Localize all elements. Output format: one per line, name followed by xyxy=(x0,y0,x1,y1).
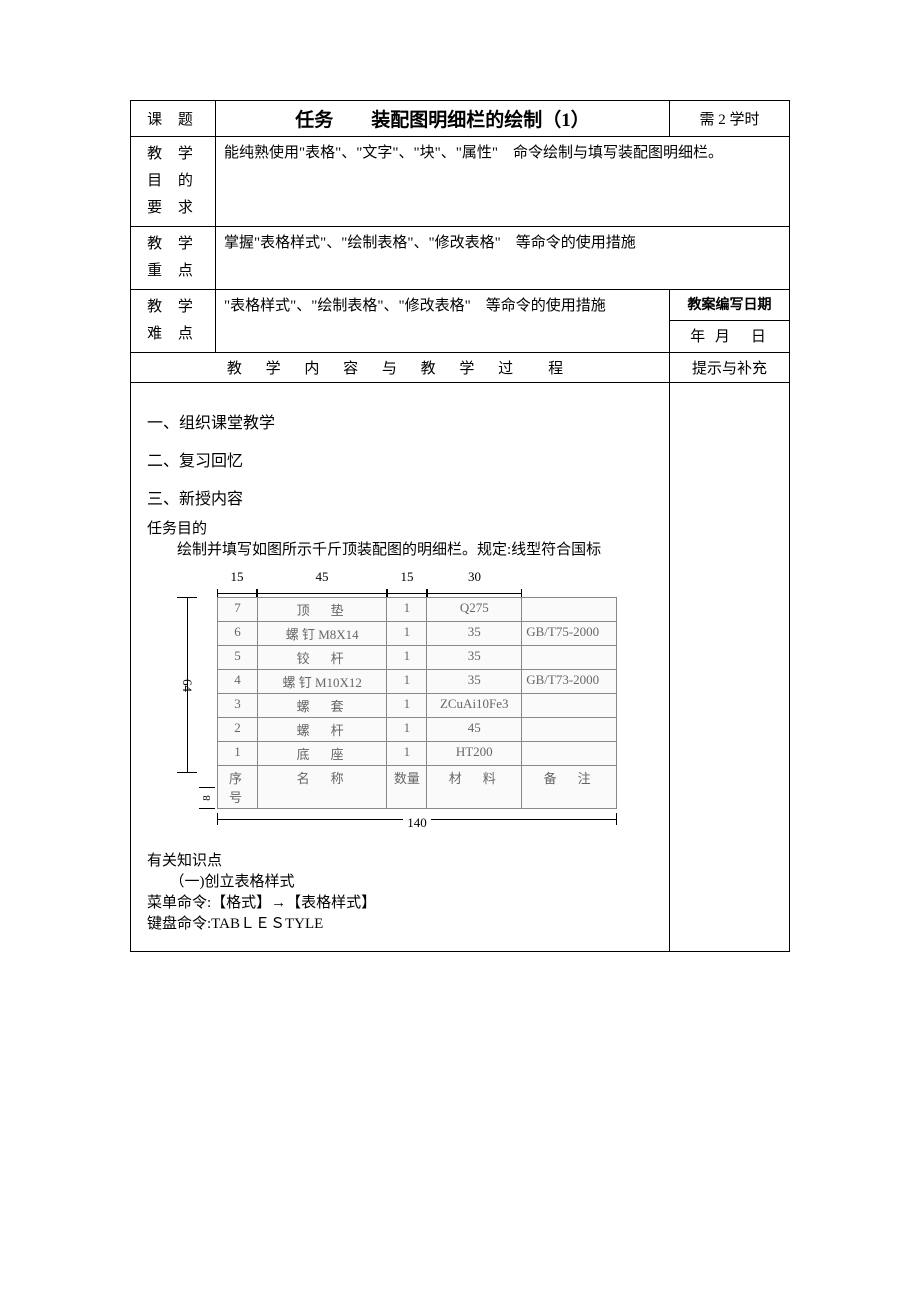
difficulty-label: 教 学 难 点 xyxy=(131,290,216,353)
objective-text: 能纯熟使用"表格"、"文字"、"块"、"属性" 命令绘制与填写装配图明细栏。 xyxy=(216,137,790,227)
section-1: 一、组织课堂教学 xyxy=(147,409,653,433)
table-row: 4螺 钉 M10X12135GB/T73-2000 xyxy=(218,670,617,694)
plan-date-value: 年 月 日 xyxy=(670,320,790,352)
knowledge-point-title: 有关知识点 xyxy=(147,849,653,870)
bottom-dimension: 140 xyxy=(217,809,617,829)
tips-header: 提示与补充 xyxy=(670,353,790,383)
lesson-plan-table: 课 题 任务 装配图明细栏的绘制（1） 需 2 学时 教 学 目 的 要 求 能… xyxy=(130,100,790,952)
keypoint-text: 掌握"表格样式"、"绘制表格"、"修改表格" 等命令的使用措施 xyxy=(216,227,790,290)
objective-label: 教 学 目 的 要 求 xyxy=(131,137,216,227)
table-row: 7顶 垫1Q275 xyxy=(218,598,617,622)
difficulty-text: "表格样式"、"绘制表格"、"修改表格" 等命令的使用措施 xyxy=(216,290,670,353)
parts-list-table: 7顶 垫1Q2756螺 钉 M8X14135GB/T75-20005铰 杆135… xyxy=(217,597,617,809)
content-cell: 一、组织课堂教学 二、复习回忆 三、新授内容 任务目的 绘制并填写如图所示千斤顶… xyxy=(131,383,670,952)
table-row: 2螺 杆145 xyxy=(218,718,617,742)
parts-list-figure: 15 45 15 30 64 8 xyxy=(177,569,617,829)
section-2: 二、复习回忆 xyxy=(147,447,653,471)
lesson-title: 任务 装配图明细栏的绘制（1） xyxy=(216,101,670,137)
table-header-row: 序号名 称数量材 料备 注 xyxy=(218,766,617,809)
left-dimensions: 64 8 xyxy=(177,597,217,809)
table-row: 6螺 钉 M8X14135GB/T75-2000 xyxy=(218,622,617,646)
section-header: 教 学 内 容 与 教 学 过 程 xyxy=(131,353,670,383)
top-dimensions: 15 45 15 30 xyxy=(217,569,617,589)
kp-keyboard: 键盘命令:TABＬＥＳTYLE xyxy=(147,912,653,933)
hours-cell: 需 2 学时 xyxy=(670,101,790,137)
keypoint-label: 教 学 重 点 xyxy=(131,227,216,290)
kp-sub1: （一)创立表格样式 xyxy=(147,870,653,891)
table-row: 1底 座1HT200 xyxy=(218,742,617,766)
section-3: 三、新授内容 xyxy=(147,485,653,509)
tips-cell xyxy=(670,383,790,952)
top-dim-arrows xyxy=(217,589,617,597)
task-desc: 绘制并填写如图所示千斤顶装配图的明细栏。规定:线型符合国标 xyxy=(147,538,653,559)
plan-date-label: 教案编写日期 xyxy=(670,290,790,321)
task-title: 任务目的 xyxy=(147,517,653,538)
table-row: 3螺 套1ZCuAi10Fe3 xyxy=(218,694,617,718)
kp-menu: 菜单命令:【格式】→【表格样式】 xyxy=(147,891,653,912)
table-row: 5铰 杆135 xyxy=(218,646,617,670)
topic-label: 课 题 xyxy=(131,101,216,137)
